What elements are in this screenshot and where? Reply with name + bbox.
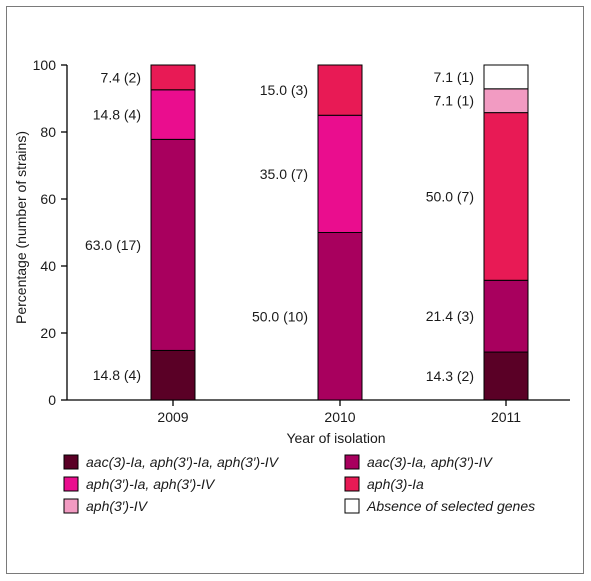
segment-label: 14.8 (4) <box>93 367 141 383</box>
bar-segment <box>483 112 529 281</box>
legend: aac(3)-Ia, aph(3′)-Ia, aph(3′)-IV aac(3)-… <box>63 454 535 514</box>
legend-label: Absence of selected genes <box>366 498 535 514</box>
bar-segment <box>317 232 363 401</box>
bar-segment <box>317 114 363 233</box>
x-tick-label: 2011 <box>491 409 521 425</box>
segment-label: 7.4 (2) <box>101 69 141 85</box>
legend-swatch <box>63 454 79 470</box>
bar-segment <box>483 351 529 401</box>
segment-label: 15.0 (3) <box>260 82 308 98</box>
legend-label: aph(3′)-Ia, aph(3′)-IV <box>86 476 216 492</box>
figure-frame <box>6 6 584 574</box>
legend-label: aph(3)-Ia <box>367 476 424 492</box>
segment-label: 14.3 (2) <box>426 368 474 384</box>
segment-label: 7.1 (1) <box>434 69 474 85</box>
bar-segment <box>150 64 196 91</box>
axes: 0 20 40 60 80 100 2009 2010 2011 Year of isolatio… <box>13 57 570 446</box>
bar-segment <box>317 64 363 116</box>
y-tick-label: 100 <box>33 57 57 73</box>
segment-labels: 14.8 (4) 63.0 (17) 14.8 (4) 7.4 (2) 50.0 (10… <box>85 69 474 384</box>
legend-label: aph(3′)-IV <box>86 498 149 514</box>
bar-segment <box>150 89 196 140</box>
bar-segment <box>483 88 529 114</box>
segment-label: 14.8 (4) <box>93 107 141 123</box>
segment-label: 50.0 (7) <box>426 188 474 204</box>
y-tick-label: 60 <box>40 191 56 207</box>
segment-label: 21.4 (3) <box>426 308 474 324</box>
x-tick-label: 2010 <box>324 409 355 425</box>
legend-swatch <box>344 454 360 470</box>
legend-swatch <box>344 498 360 514</box>
legend-label: aac(3)-Ia, aph(3′)-IV <box>367 454 493 470</box>
y-axis-title: Percentage (number of strains) <box>13 131 29 324</box>
x-axis-title: Year of isolation <box>286 430 385 446</box>
segment-label: 63.0 (17) <box>85 237 141 253</box>
legend-swatch <box>63 498 79 514</box>
bars <box>150 64 529 401</box>
bar-segment <box>483 279 529 353</box>
bar-segment <box>483 64 529 90</box>
legend-label: aac(3)-Ia, aph(3′)-Ia, aph(3′)-IV <box>86 454 280 470</box>
legend-swatch <box>344 476 360 492</box>
bar-segment <box>150 349 196 401</box>
bar-segment <box>150 138 196 351</box>
segment-label: 35.0 (7) <box>260 166 308 182</box>
segment-label: 7.1 (1) <box>434 93 474 109</box>
y-tick-label: 0 <box>48 392 56 408</box>
y-tick-label: 20 <box>40 325 56 341</box>
y-tick-label: 80 <box>40 124 56 140</box>
legend-swatch <box>63 476 79 492</box>
y-tick-label: 40 <box>40 258 56 274</box>
segment-label: 50.0 (10) <box>252 308 308 324</box>
x-tick-label: 2009 <box>157 409 188 425</box>
